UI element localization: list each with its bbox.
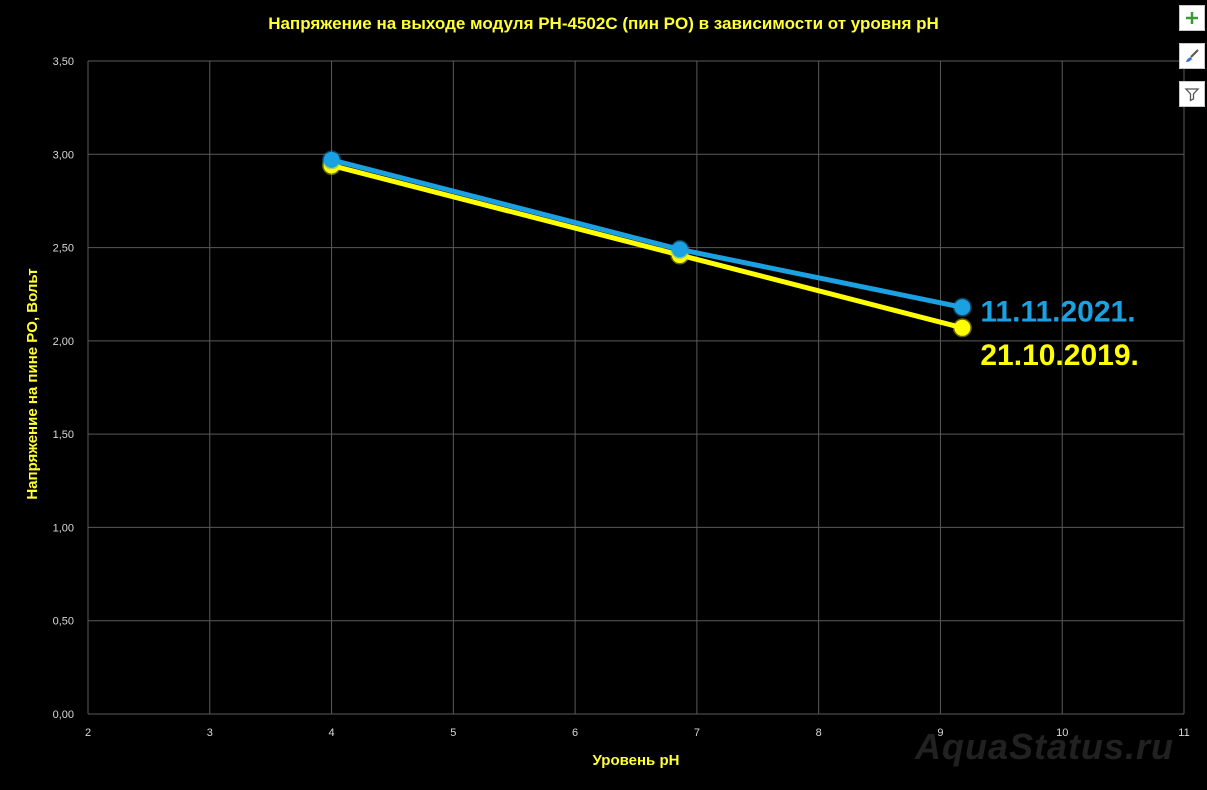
x-tick-label: 4 [328, 727, 334, 739]
series-labels: 21.10.2019. 11.11.2021. [980, 295, 1138, 372]
y-axis-title: Напряжение на пине PO, Вольт [24, 268, 41, 499]
add-chart-element-button[interactable] [1179, 5, 1205, 31]
series-line [330, 157, 963, 310]
y-tick-label: 0,50 [53, 616, 74, 628]
data-point [952, 297, 972, 317]
brush-icon [1186, 49, 1199, 62]
series-label: 21.10.2019. [980, 339, 1138, 372]
y-tick-label: 1,00 [53, 522, 74, 534]
grid-lines [87, 60, 1185, 715]
chart-filters-button[interactable] [1179, 81, 1205, 107]
y-tick-label: 0,00 [53, 709, 74, 721]
series-line [330, 163, 963, 331]
y-tick-label: 3,50 [53, 56, 74, 68]
x-tick-label: 9 [937, 727, 943, 739]
plus-icon [1186, 12, 1198, 24]
x-tick-label: 8 [816, 727, 822, 739]
tick-labels: 2 3 4 5 6 7 8 9 10 11 0,00 0,50 1,00 1,50 2,00 2,50 3,00… [53, 56, 1190, 739]
x-tick-label: 3 [207, 727, 213, 739]
data-point [670, 239, 690, 259]
chart-styles-button[interactable] [1179, 43, 1205, 69]
y-tick-label: 2,00 [53, 336, 74, 348]
watermark: AquaStatus.ru [915, 726, 1175, 767]
y-tick-label: 1,50 [53, 429, 74, 441]
data-point [322, 150, 342, 170]
x-tick-label: 5 [450, 727, 456, 739]
x-tick-label: 2 [85, 727, 91, 739]
series-label: 11.11.2021. [980, 295, 1135, 328]
x-axis-title: Уровень pH [593, 752, 680, 769]
y-tick-label: 3,00 [53, 149, 74, 161]
x-tick-label: 10 [1056, 727, 1068, 739]
x-tick-label: 6 [572, 727, 578, 739]
filter-icon [1184, 88, 1200, 102]
x-tick-label: 7 [694, 727, 700, 739]
y-tick-label: 2,50 [53, 243, 74, 255]
chart-title: Напряжение на выходе модуля PH-4502C (пи… [268, 14, 939, 33]
series-lines [322, 150, 972, 338]
data-point [952, 318, 972, 338]
x-tick-label: 11 [1178, 727, 1189, 739]
